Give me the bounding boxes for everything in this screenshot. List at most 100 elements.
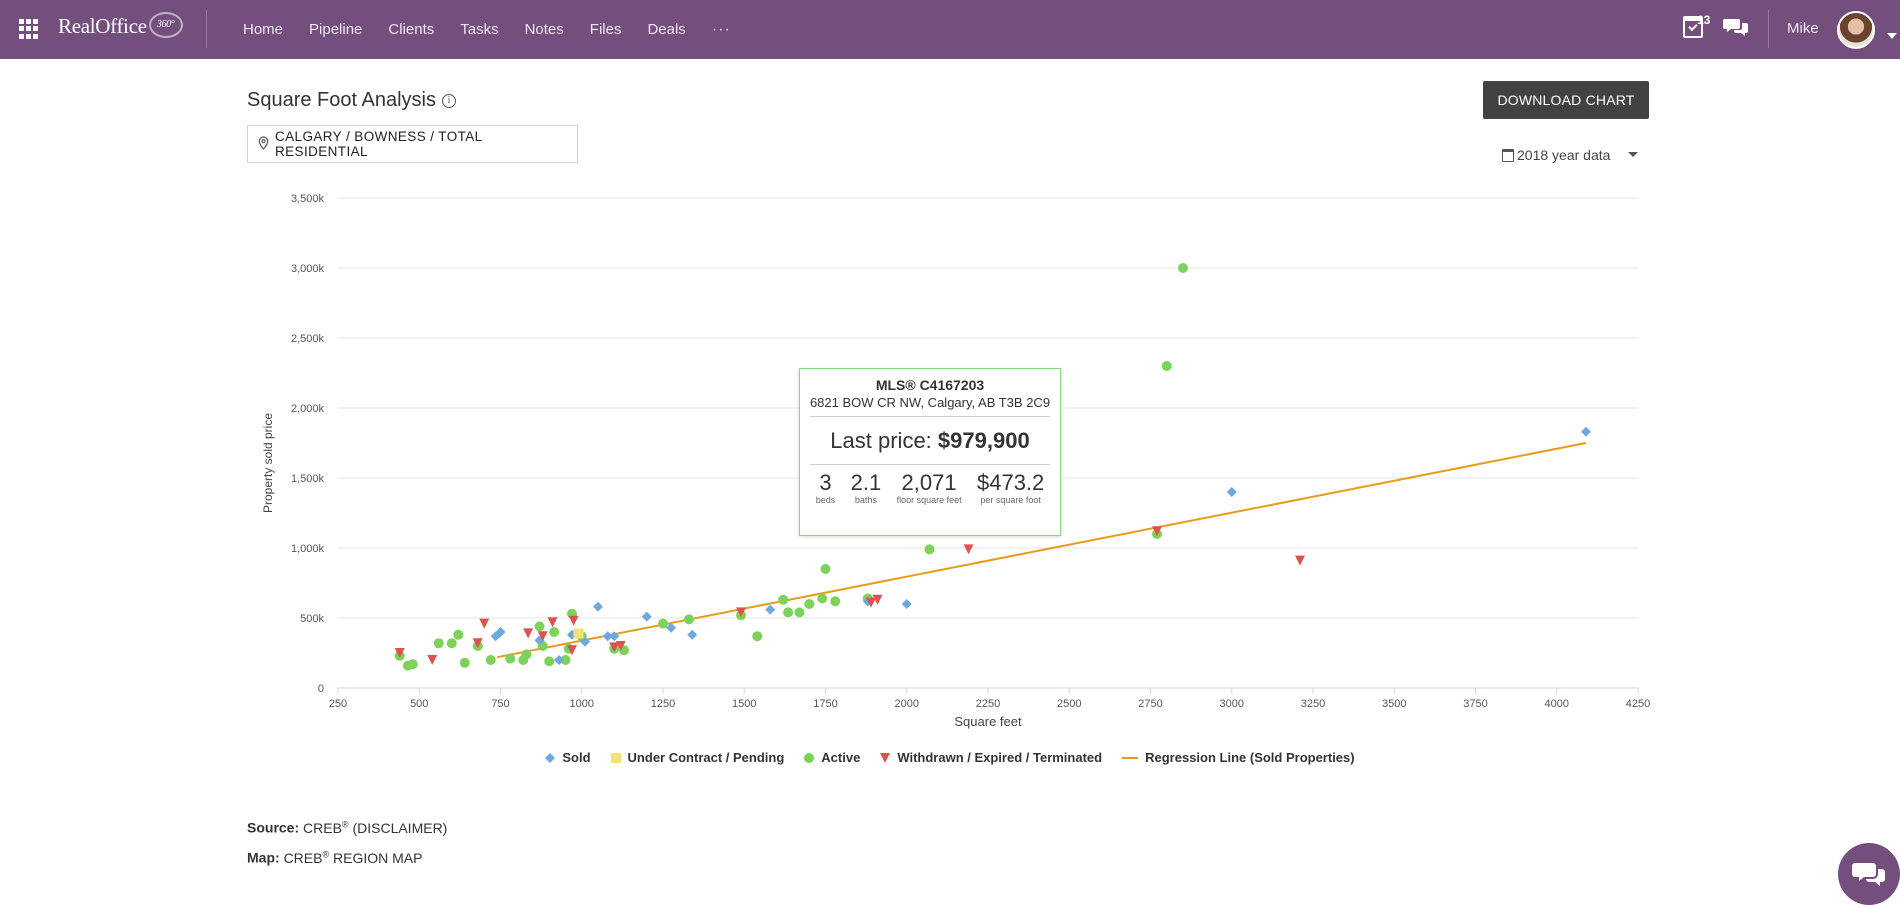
withdrawn-point[interactable] [736,607,746,618]
withdrawn-point[interactable] [1295,555,1305,566]
x-axis-label: Square feet [954,714,1022,729]
source-link[interactable]: CREB® (DISCLAIMER) [303,819,447,836]
x-tick-label: 3500 [1382,698,1406,710]
withdrawn-point[interactable] [866,597,876,608]
active-point[interactable] [924,544,935,555]
triangle-down-icon [880,752,891,763]
sold-point[interactable] [1226,487,1237,497]
active-point[interactable] [684,614,694,625]
pending-point[interactable] [573,628,584,639]
withdrawn-point[interactable] [394,648,405,658]
legend-item-active[interactable]: Active [804,750,860,765]
withdrawn-point[interactable] [537,631,548,642]
ppsf-label: per square foot [980,495,1041,505]
sold-point[interactable] [1581,426,1591,437]
sold-point[interactable] [666,622,677,633]
active-point[interactable] [505,653,516,664]
chat-bubbles-icon [1852,863,1885,886]
sold-point[interactable] [593,601,603,612]
withdrawn-point[interactable] [479,618,490,629]
active-point[interactable] [521,649,532,660]
chat-bubbles-icon[interactable] [1723,16,1749,38]
chevron-down-icon[interactable] [1887,33,1897,39]
active-point[interactable] [534,621,545,632]
nav-tasks[interactable]: Tasks [460,21,499,38]
source-label: Source: [247,819,300,836]
sold-point[interactable] [609,631,620,642]
location-selector[interactable]: CALGARY / BOWNESS / TOTAL RESIDENTIAL [247,125,578,163]
brand-logo[interactable]: RealOffice 360° [58,11,183,39]
nav-pipeline[interactable]: Pipeline [309,21,363,38]
active-point[interactable] [804,599,815,609]
x-axis-ticks: 250 500 750 1000 1250 1500 1750 2000 2250 2500 275… [329,688,1650,710]
active-point[interactable] [783,607,794,618]
year-dropdown[interactable]: 2018 year data [1502,145,1642,165]
active-point[interactable] [830,596,841,607]
ppsf-value: $473.2 [976,470,1045,495]
active-point[interactable] [459,657,470,668]
sold-point[interactable] [580,636,590,647]
nav-clients[interactable]: Clients [388,21,435,38]
withdrawn-point[interactable] [523,628,534,639]
active-point[interactable] [446,638,457,649]
withdrawn-point[interactable] [427,655,438,665]
legend-item-regression[interactable]: Regression Line (Sold Properties) [1122,750,1355,765]
download-chart-button[interactable]: DOWNLOAD CHART [1483,81,1649,119]
nav-more-menu[interactable]: ··· [711,20,731,38]
active-point[interactable] [794,607,805,618]
active-point[interactable] [820,564,831,574]
map-link[interactable]: CREB® REGION MAP [284,849,423,866]
y-axis-label: Property sold price [261,413,275,513]
withdrawn-point[interactable] [1152,526,1162,537]
nav-home[interactable]: Home [243,21,284,38]
sold-point[interactable] [641,611,652,622]
withdrawn-point[interactable] [609,642,620,653]
active-point[interactable] [752,631,763,642]
legend-label: Sold [562,750,591,765]
withdrawn-point[interactable] [615,641,626,651]
legend-item-withdrawn[interactable]: Withdrawn / Expired / Terminated [880,750,1102,765]
sold-point[interactable] [765,604,776,615]
withdrawn-point[interactable] [567,645,577,656]
active-point[interactable] [817,593,828,604]
active-point[interactable] [453,629,464,640]
chevron-down-icon[interactable] [1628,152,1638,157]
apps-grid-icon[interactable] [19,19,39,39]
sold-point[interactable] [602,631,613,642]
active-point[interactable] [560,655,571,665]
tooltip-price: Last price: $979,900 [800,428,1060,454]
calendar-check-icon[interactable] [1683,16,1703,38]
withdrawn-point[interactable] [547,617,558,628]
sold-point[interactable] [901,599,912,609]
legend-item-sold[interactable]: Sold [545,750,591,765]
withdrawn-point[interactable] [963,544,974,555]
avatar[interactable] [1837,11,1875,49]
withdrawn-point[interactable] [872,594,883,605]
tooltip-divider [810,464,1050,465]
sold-point[interactable] [554,655,564,665]
withdrawn-point[interactable] [568,615,579,626]
active-point[interactable] [1178,263,1188,273]
sold-point[interactable] [495,627,506,637]
active-point[interactable] [1161,361,1172,371]
active-point[interactable] [544,656,555,667]
user-name[interactable]: Mike [1787,20,1819,37]
active-point[interactable] [485,655,496,665]
nav-notes[interactable]: Notes [524,21,564,38]
brand-badge: 360° [148,11,183,38]
line-icon [1122,756,1139,759]
map-line: Map: CREB® REGION MAP [247,849,422,866]
active-point[interactable] [658,618,668,629]
active-point[interactable] [407,659,418,670]
chat-button[interactable] [1838,843,1900,905]
legend-item-pending[interactable]: Under Contract / Pending [610,750,784,765]
x-tick-label: 1250 [651,698,675,710]
active-point[interactable] [778,594,789,605]
active-point[interactable] [549,627,560,637]
nav-files[interactable]: Files [589,21,622,38]
info-icon[interactable]: i [442,93,456,108]
sold-point[interactable] [687,629,698,640]
nav-deals[interactable]: Deals [647,21,686,38]
active-point[interactable] [433,638,444,649]
withdrawn-point[interactable] [472,638,483,649]
